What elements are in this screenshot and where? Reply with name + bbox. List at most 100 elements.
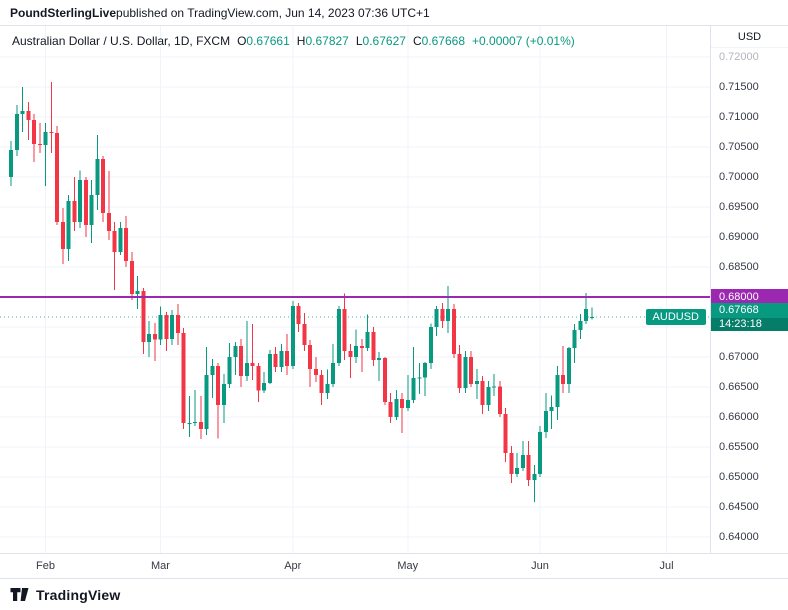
candle-body — [492, 386, 496, 388]
price-tick: 0.70000 — [719, 171, 759, 183]
candle-body — [216, 366, 220, 405]
candle-body — [469, 357, 473, 384]
footer-bar: TradingView — [0, 578, 788, 610]
month-label: Mar — [151, 560, 170, 572]
candle-body — [239, 346, 243, 377]
candle-body — [474, 381, 479, 384]
candle-body — [112, 231, 117, 252]
chart-pane[interactable]: Australian Dollar / U.S. Dollar, 1D, FXC… — [0, 26, 788, 553]
candle-body — [394, 399, 399, 417]
candlestick-chart[interactable] — [0, 26, 710, 553]
candle-body — [313, 369, 318, 375]
price-tick: 0.71500 — [719, 81, 759, 93]
candle-body — [509, 453, 514, 474]
candle-body — [193, 421, 197, 423]
candle-body — [578, 321, 583, 330]
month-label: Apr — [284, 560, 302, 572]
candle-body — [204, 375, 209, 429]
currency-label: USD — [711, 26, 788, 48]
candle-body — [129, 261, 134, 294]
candle-body — [359, 346, 364, 348]
candle-body — [32, 120, 36, 144]
ohlc-high-label: H — [296, 34, 306, 48]
candle-body — [72, 201, 77, 222]
candle-body — [319, 375, 324, 393]
candle-body — [37, 144, 42, 146]
ohlc-high-value: 0.67827 — [305, 34, 349, 48]
candle-body — [589, 316, 594, 318]
bar-countdown: 14:23:18 — [711, 317, 788, 331]
candle-body — [515, 468, 519, 474]
candle-body — [158, 315, 163, 340]
month-label: Jul — [659, 560, 674, 572]
candle-body — [434, 309, 439, 327]
candle-body — [262, 382, 266, 391]
price-tick: 0.67000 — [719, 351, 759, 363]
candle-body — [451, 309, 456, 354]
candle-body — [561, 375, 565, 384]
ohlc-close-label: C — [412, 34, 422, 48]
candle-body — [95, 159, 100, 195]
candle-body — [250, 363, 255, 366]
candle-body — [60, 222, 65, 249]
price-tick: 0.65000 — [719, 471, 759, 483]
price-tick: 0.64500 — [719, 501, 759, 513]
candle-body — [83, 180, 88, 225]
candle-body — [388, 402, 393, 417]
resistance-price-badge[interactable]: 0.68000 — [711, 289, 788, 306]
tradingview-wordmark[interactable]: TradingView — [36, 586, 121, 603]
candle-body — [348, 351, 353, 357]
price-axis[interactable]: USD 0.68000 0.67668 14:23:18 0.72000 0.71… — [710, 26, 788, 553]
last-price-badge[interactable]: 0.67668 14:23:18 — [711, 302, 788, 331]
candle-body — [55, 133, 59, 222]
candle-body — [342, 309, 347, 351]
candle-body — [520, 454, 525, 468]
candle-body — [124, 228, 128, 261]
candle-body — [503, 414, 508, 453]
candle-body — [141, 291, 146, 342]
candle-body — [256, 366, 261, 391]
candle-body — [49, 132, 54, 134]
candle-body — [279, 351, 284, 368]
candle-body — [101, 159, 105, 213]
price-tick: 0.69000 — [719, 231, 759, 243]
price-tick: 0.72000 — [719, 51, 759, 63]
ohlc-open-label: O — [237, 34, 247, 48]
ohlc-low-label: L — [355, 34, 363, 48]
candle-body — [302, 324, 307, 345]
candle-body — [273, 354, 278, 368]
symbol-title[interactable]: Australian Dollar / U.S. Dollar, 1D, FXC… — [12, 34, 231, 48]
candle-body — [198, 421, 203, 429]
candle-body — [296, 306, 301, 324]
candle-body — [377, 358, 381, 360]
candle-body — [532, 474, 537, 480]
candle-body — [584, 309, 588, 321]
candle-body — [440, 309, 445, 321]
candle-body — [181, 333, 186, 423]
candle-body — [227, 357, 232, 384]
candle-body — [9, 150, 13, 177]
candle-body — [526, 454, 531, 480]
candle-body — [210, 366, 215, 375]
candle-body — [66, 201, 71, 249]
price-tick: 0.68500 — [719, 261, 759, 273]
candle-body — [175, 315, 180, 333]
candle-body — [486, 387, 491, 405]
tradingview-logo[interactable] — [10, 587, 29, 602]
candle-body — [354, 346, 358, 357]
ohlc-close-value: 0.67668 — [421, 34, 465, 48]
candle-body — [152, 334, 157, 340]
month-label: May — [397, 560, 419, 572]
candle-body — [336, 309, 341, 363]
month-label: Jun — [531, 560, 549, 572]
candle-body — [244, 363, 249, 377]
price-tick: 0.66000 — [719, 411, 759, 423]
price-tick: 0.64000 — [719, 531, 759, 543]
symbol-flag-label[interactable]: AUDUSD — [645, 308, 706, 325]
time-axis[interactable]: Feb Mar Apr May Jun Jul — [0, 553, 788, 578]
candle-body — [572, 330, 577, 348]
candle-body — [423, 363, 427, 378]
candle-body — [411, 378, 416, 401]
candle-body — [365, 331, 370, 348]
candle-body — [400, 399, 404, 408]
